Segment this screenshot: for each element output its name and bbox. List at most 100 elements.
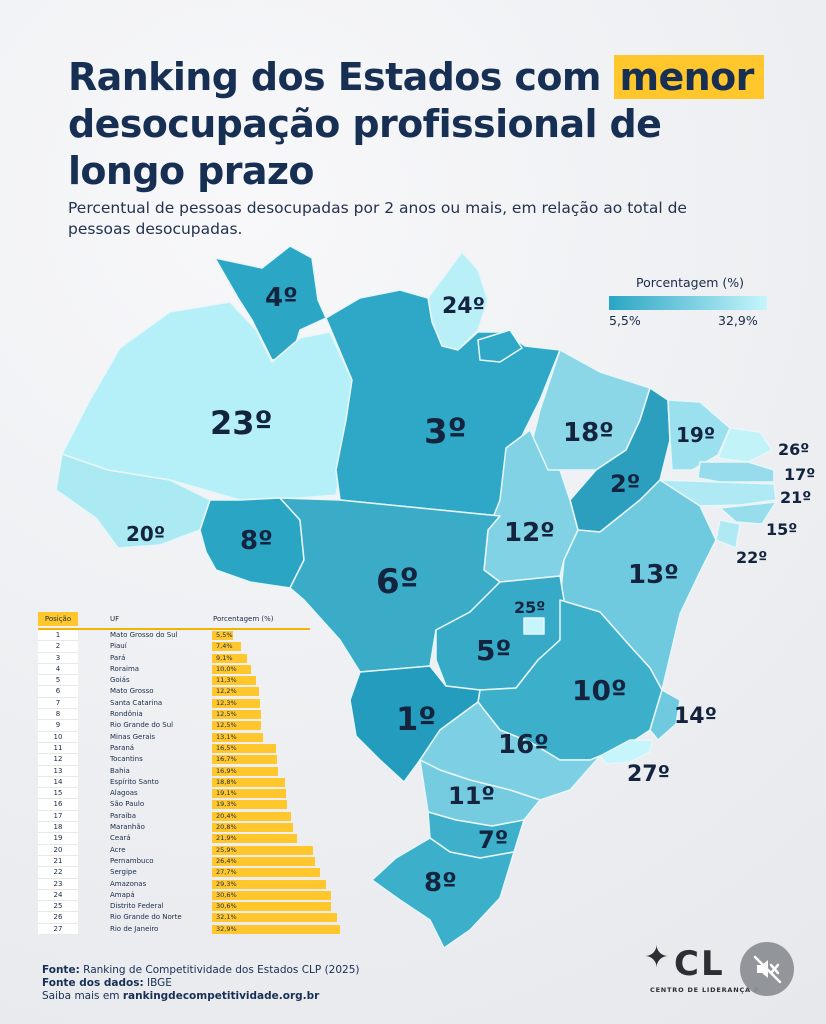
row-percentage-value: 30,6% (216, 890, 237, 899)
row-percentage-bar (212, 732, 263, 742)
row-percentage-bar (212, 845, 313, 855)
map-label-am: 23º (210, 404, 273, 442)
row-position: 2 (38, 641, 78, 653)
map-label-ro: 8º (240, 526, 273, 556)
state-rs (371, 837, 515, 949)
row-state-name: Sergipe (110, 868, 137, 877)
row-position: 25 (38, 901, 78, 913)
title-highlight: menor (613, 55, 764, 99)
table-row: 4 Roraima 10,0% (38, 663, 310, 676)
row-state-name: Roraima (110, 664, 140, 673)
ranking-table: Posição UF Porcentagem (%) 1 Mato Grosso … (38, 612, 340, 936)
state-rn (717, 427, 773, 463)
row-state-name: Amapá (110, 890, 135, 899)
page-title: Ranking dos Estados com menor desocupaçã… (68, 54, 768, 195)
row-percentage-bar (212, 924, 340, 934)
header-uf: UF (110, 615, 120, 623)
table-row: 16 São Paulo 19,3% (38, 799, 310, 811)
table-row: 1 Mato Grosso do Sul 5,5% (38, 630, 310, 642)
row-percentage-value: 16,5% (216, 743, 237, 752)
row-percentage-value: 29,3% (216, 879, 237, 888)
map-label-pe: 21º (780, 488, 812, 507)
mute-button[interactable] (740, 942, 794, 996)
table-row: 23 Amazonas 29,3% (38, 878, 326, 890)
map-label-pi: 2º (610, 470, 641, 498)
row-state-name: Paraíba (110, 811, 137, 820)
row-state-name: Pernambuco (110, 856, 154, 865)
row-percentage-value: 10,0% (216, 664, 237, 673)
map-label-se: 22º (736, 548, 768, 567)
row-position: 6 (38, 686, 78, 698)
title-line2: desocupação profissional de (68, 102, 662, 146)
table-row: 15 Alagoas 19,1% (38, 788, 310, 800)
row-percentage-value: 25,9% (216, 845, 237, 854)
row-state-name: Mato Grosso (110, 687, 154, 696)
table-row: 9 Rio Grande do Sul 12,5% (38, 720, 310, 732)
row-percentage-bar (212, 687, 260, 697)
logo-subtitle: CENTRO DE LIDERANÇA P (650, 986, 760, 994)
row-position: 27 (38, 923, 78, 936)
state-es (649, 689, 681, 741)
map-label-go: 5º (476, 634, 512, 667)
row-percentage-bar (212, 789, 287, 799)
row-percentage-bar (212, 631, 234, 640)
row-state-name: Espírito Santo (110, 777, 159, 786)
row-percentage-value: 9,1% (216, 653, 233, 662)
row-percentage-value: 16,7% (216, 755, 237, 764)
row-state-name: Paraná (110, 743, 135, 752)
table-row: 7 Santa Catarina 12,3% (38, 697, 310, 710)
subtitle: Percentual de pessoas desocupadas por 2 … (68, 199, 687, 238)
row-percentage-bar (212, 811, 292, 821)
row-percentage-value: 27,7% (216, 868, 237, 877)
footer-more-text: Saiba mais em (42, 990, 120, 1002)
row-percentage-bar (212, 743, 277, 753)
table-row: 12 Tocantins 16,7% (38, 754, 310, 766)
row-state-name: Maranhão (110, 823, 145, 832)
row-percentage-value: 12,3% (216, 698, 237, 707)
state-rj (599, 739, 653, 765)
footer-data-text: IBGE (147, 977, 172, 989)
table-row: 24 Amapá 30,6% (38, 889, 332, 902)
row-percentage-bar (212, 698, 260, 708)
map-label-pr: 11º (448, 782, 495, 810)
map-label-rj: 27º (627, 762, 671, 787)
table-row: 26 Rio Grande do Norte 32,1% (38, 912, 337, 924)
table-row: 22 Sergipe 27,7% (38, 867, 320, 879)
speaker-muted-icon (753, 955, 782, 984)
row-position: 14 (38, 776, 78, 789)
row-state-name: Mato Grosso do Sul (110, 631, 178, 639)
row-position: 1 (38, 630, 78, 642)
row-state-name: Distrito Federal (110, 902, 164, 911)
row-percentage-value: 26,4% (216, 856, 237, 865)
row-percentage-value: 7,4% (216, 642, 233, 651)
footer-source-label: Fonte: (42, 964, 80, 976)
row-percentage-value: 16,9% (216, 766, 237, 775)
table-row: 11 Paraná 16,5% (38, 742, 310, 755)
row-percentage-bar (212, 642, 241, 652)
map-label-to: 12º (504, 518, 555, 548)
row-position: 5 (38, 675, 78, 687)
row-state-name: Amazonas (110, 879, 147, 888)
table-row: 19 Ceará 21,9% (38, 833, 310, 845)
map-label-ac: 20º (126, 522, 166, 546)
legend-title: Porcentagem (%) (636, 275, 745, 290)
row-position: 9 (38, 720, 78, 732)
row-state-name: Rio Grande do Sul (110, 721, 174, 730)
row-percentage-bar (212, 890, 332, 900)
row-state-name: Rio Grande do Norte (110, 913, 182, 922)
row-percentage-value: 11,3% (216, 676, 237, 685)
map-label-ce: 19º (676, 423, 716, 447)
footer-source-text: Ranking de Competitividade dos Estados C… (83, 964, 360, 976)
footer-link[interactable]: rankingdecompetitividade.org.br (122, 990, 320, 1002)
row-percentage-value: 5,5% (216, 631, 233, 639)
title-line3: longo prazo (68, 149, 315, 193)
row-percentage-value: 32,1% (216, 913, 237, 922)
table-row: 3 Pará 9,1% (38, 652, 310, 664)
row-percentage-bar (212, 879, 326, 889)
row-percentage-bar (212, 777, 286, 787)
table-row: 20 Acre 25,9% (38, 844, 313, 856)
row-percentage-bar (212, 868, 320, 878)
row-state-name: São Paulo (110, 800, 145, 809)
state-rr (214, 245, 327, 361)
